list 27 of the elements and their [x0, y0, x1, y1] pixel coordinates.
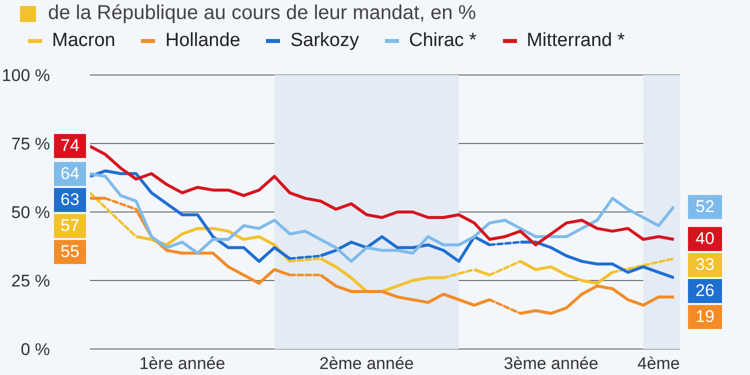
y-tick-label: 75 % — [11, 134, 50, 154]
x-tick-label: 1ère année — [139, 354, 226, 374]
data-label: 57 — [54, 214, 86, 238]
x-tick-label: 2ème année — [319, 354, 414, 374]
data-label: 55 — [54, 240, 86, 264]
data-label: 33 — [688, 253, 722, 278]
legend-label: Chirac * — [409, 30, 477, 52]
legend-label: Hollande — [165, 30, 240, 52]
y-tick-label: 25 % — [11, 272, 50, 290]
data-label: 64 — [54, 162, 86, 186]
x-tick-label: 3ème année — [504, 354, 598, 374]
data-label: 19 — [688, 305, 722, 330]
x-tick-label: 4ème — [637, 354, 680, 374]
legend-label: Sarkozy — [290, 30, 359, 52]
line-series — [90, 172, 674, 263]
y-tick-label: 50 % — [11, 203, 50, 222]
data-label: 74 — [54, 134, 86, 158]
y-tick-label: 0 % — [20, 340, 50, 359]
line-series — [90, 144, 674, 246]
data-label: 26 — [688, 279, 722, 304]
data-label: 40 — [688, 227, 722, 252]
legend-label: Mitterrand * — [526, 30, 625, 52]
legend-label: Macron — [52, 30, 116, 52]
data-label: 52 — [688, 194, 722, 219]
y-tick-label: 100 % — [2, 66, 50, 85]
chart-title: de la République au cours de leur mandat, en % — [48, 2, 476, 25]
data-label: 63 — [54, 188, 86, 212]
